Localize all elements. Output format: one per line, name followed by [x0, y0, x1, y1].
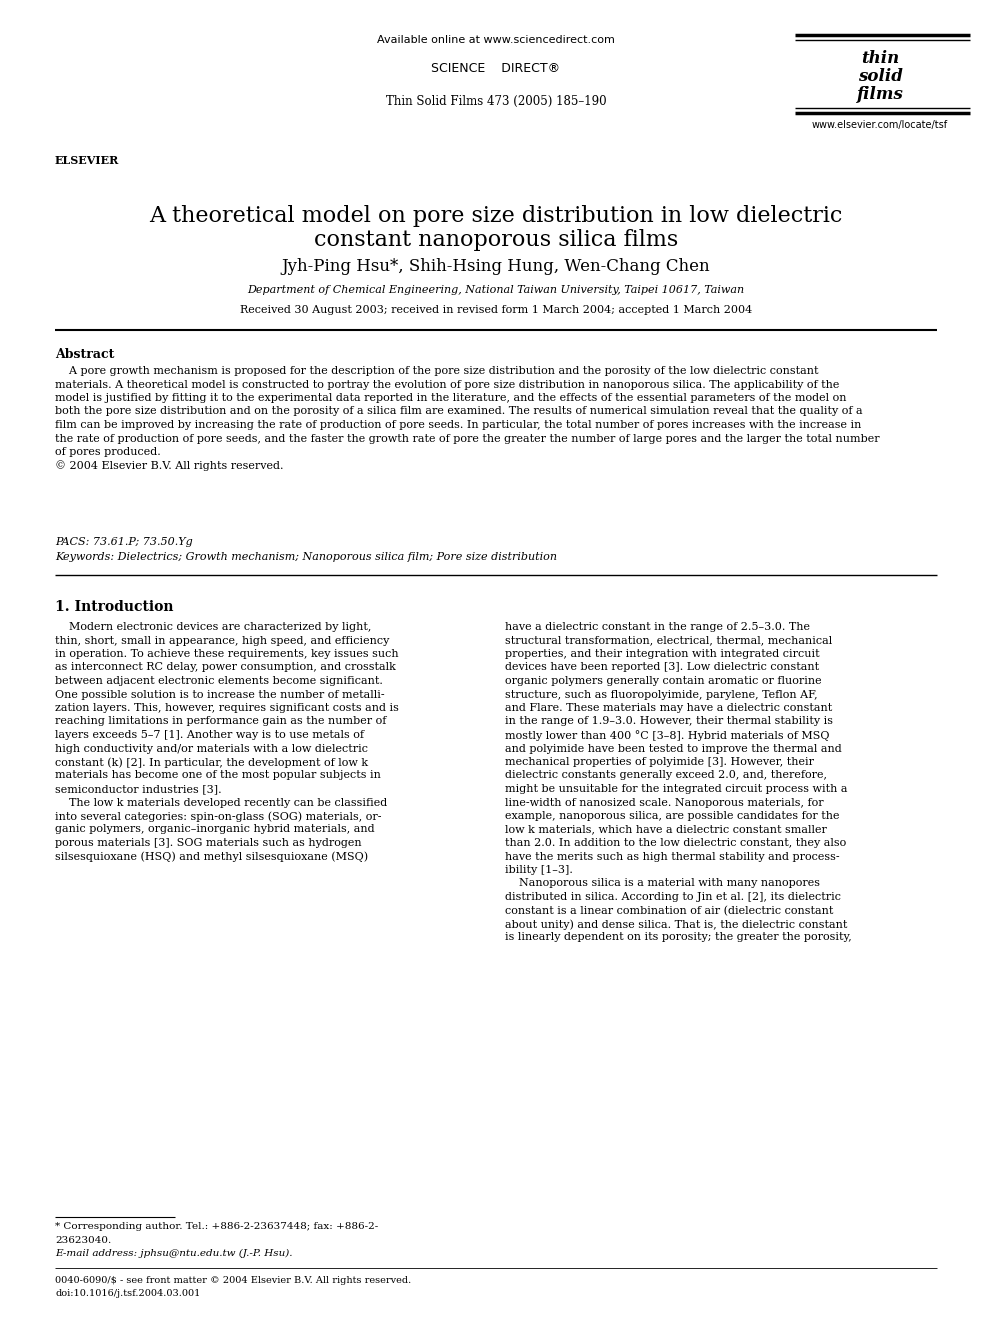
Text: thin, short, small in appearance, high speed, and efficiency: thin, short, small in appearance, high s…: [55, 635, 390, 646]
Text: Keywords: Dielectrics; Growth mechanism; Nanoporous silica film; Pore size distr: Keywords: Dielectrics; Growth mechanism;…: [55, 552, 557, 562]
Text: constant (k) [2]. In particular, the development of low k: constant (k) [2]. In particular, the dev…: [55, 757, 368, 767]
Text: distributed in silica. According to Jin et al. [2], its dielectric: distributed in silica. According to Jin …: [505, 892, 841, 902]
Text: silsesquioxane (HSQ) and methyl silsesquioxane (MSQ): silsesquioxane (HSQ) and methyl silsesqu…: [55, 852, 368, 863]
Text: is linearly dependent on its porosity; the greater the porosity,: is linearly dependent on its porosity; t…: [505, 933, 852, 942]
Text: porous materials [3]. SOG materials such as hydrogen: porous materials [3]. SOG materials such…: [55, 837, 362, 848]
Text: organic polymers generally contain aromatic or fluorine: organic polymers generally contain aroma…: [505, 676, 821, 687]
Text: Thin Solid Films 473 (2005) 185–190: Thin Solid Films 473 (2005) 185–190: [386, 95, 606, 108]
Text: in the range of 1.9–3.0. However, their thermal stability is: in the range of 1.9–3.0. However, their …: [505, 717, 833, 726]
Text: ELSEVIER: ELSEVIER: [55, 155, 119, 165]
Text: A theoretical model on pore size distribution in low dielectric: A theoretical model on pore size distrib…: [150, 205, 842, 228]
Text: have a dielectric constant in the range of 2.5–3.0. The: have a dielectric constant in the range …: [505, 622, 810, 632]
Text: E-mail address: jphsu@ntu.edu.tw (J.-P. Hsu).: E-mail address: jphsu@ntu.edu.tw (J.-P. …: [55, 1249, 293, 1258]
Text: Nanoporous silica is a material with many nanopores: Nanoporous silica is a material with man…: [505, 878, 820, 889]
Text: constant is a linear combination of air (dielectric constant: constant is a linear combination of air …: [505, 905, 833, 916]
Text: SCIENCE    DIRECT®: SCIENCE DIRECT®: [432, 62, 560, 75]
Text: devices have been reported [3]. Low dielectric constant: devices have been reported [3]. Low diel…: [505, 663, 819, 672]
Text: constant nanoporous silica films: constant nanoporous silica films: [313, 229, 679, 251]
Text: layers exceeds 5–7 [1]. Another way is to use metals of: layers exceeds 5–7 [1]. Another way is t…: [55, 730, 364, 740]
Text: 0040-6090/$ - see front matter © 2004 Elsevier B.V. All rights reserved.: 0040-6090/$ - see front matter © 2004 El…: [55, 1275, 412, 1285]
Text: into several categories: spin-on-glass (SOG) materials, or-: into several categories: spin-on-glass (…: [55, 811, 382, 822]
Text: and polyimide have been tested to improve the thermal and: and polyimide have been tested to improv…: [505, 744, 842, 754]
Text: Received 30 August 2003; received in revised form 1 March 2004; accepted 1 March: Received 30 August 2003; received in rev…: [240, 306, 752, 315]
Text: thin: thin: [861, 50, 899, 67]
Text: properties, and their integration with integrated circuit: properties, and their integration with i…: [505, 650, 819, 659]
Text: materials. A theoretical model is constructed to portray the evolution of pore s: materials. A theoretical model is constr…: [55, 380, 839, 389]
Text: both the pore size distribution and on the porosity of a silica film are examine: both the pore size distribution and on t…: [55, 406, 863, 417]
Text: 23623040.: 23623040.: [55, 1236, 111, 1245]
Text: Available online at www.sciencedirect.com: Available online at www.sciencedirect.co…: [377, 34, 615, 45]
Text: example, nanoporous silica, are possible candidates for the: example, nanoporous silica, are possible…: [505, 811, 839, 822]
Text: than 2.0. In addition to the low dielectric constant, they also: than 2.0. In addition to the low dielect…: [505, 837, 846, 848]
Text: PACS: 73.61.P; 73.50.Yg: PACS: 73.61.P; 73.50.Yg: [55, 537, 192, 546]
Text: Department of Chemical Engineering, National Taiwan University, Taipei 10617, Ta: Department of Chemical Engineering, Nati…: [247, 284, 745, 295]
Text: ibility [1–3].: ibility [1–3].: [505, 865, 572, 875]
Text: have the merits such as high thermal stability and process-: have the merits such as high thermal sta…: [505, 852, 839, 861]
Text: One possible solution is to increase the number of metalli-: One possible solution is to increase the…: [55, 689, 385, 700]
Text: solid: solid: [857, 67, 903, 85]
Text: doi:10.1016/j.tsf.2004.03.001: doi:10.1016/j.tsf.2004.03.001: [55, 1289, 200, 1298]
Text: semiconductor industries [3].: semiconductor industries [3].: [55, 785, 221, 794]
Text: Abstract: Abstract: [55, 348, 114, 361]
Text: Jyh-Ping Hsu*, Shih-Hsing Hung, Wen-Chang Chen: Jyh-Ping Hsu*, Shih-Hsing Hung, Wen-Chan…: [282, 258, 710, 275]
Text: structure, such as fluoropolyimide, parylene, Teflon AF,: structure, such as fluoropolyimide, pary…: [505, 689, 817, 700]
Text: mechanical properties of polyimide [3]. However, their: mechanical properties of polyimide [3]. …: [505, 757, 814, 767]
Text: A pore growth mechanism is proposed for the description of the pore size distrib: A pore growth mechanism is proposed for …: [55, 366, 818, 376]
Text: films: films: [856, 86, 904, 103]
Text: might be unsuitable for the integrated circuit process with a: might be unsuitable for the integrated c…: [505, 785, 847, 794]
Text: the rate of production of pore seeds, and the faster the growth rate of pore the: the rate of production of pore seeds, an…: [55, 434, 880, 443]
Text: The low k materials developed recently can be classified: The low k materials developed recently c…: [55, 798, 387, 807]
Text: reaching limitations in performance gain as the number of: reaching limitations in performance gain…: [55, 717, 386, 726]
Text: low k materials, which have a dielectric constant smaller: low k materials, which have a dielectric…: [505, 824, 827, 835]
Text: in operation. To achieve these requirements, key issues such: in operation. To achieve these requireme…: [55, 650, 399, 659]
Text: © 2004 Elsevier B.V. All rights reserved.: © 2004 Elsevier B.V. All rights reserved…: [55, 460, 284, 471]
Text: Modern electronic devices are characterized by light,: Modern electronic devices are characteri…: [55, 622, 371, 632]
Text: line-width of nanosized scale. Nanoporous materials, for: line-width of nanosized scale. Nanoporou…: [505, 798, 823, 807]
Text: high conductivity and/or materials with a low dielectric: high conductivity and/or materials with …: [55, 744, 368, 754]
Text: * Corresponding author. Tel.: +886-2-23637448; fax: +886-2-: * Corresponding author. Tel.: +886-2-236…: [55, 1222, 378, 1230]
Text: between adjacent electronic elements become significant.: between adjacent electronic elements bec…: [55, 676, 383, 687]
Text: zation layers. This, however, requires significant costs and is: zation layers. This, however, requires s…: [55, 703, 399, 713]
Text: and Flare. These materials may have a dielectric constant: and Flare. These materials may have a di…: [505, 703, 832, 713]
Text: of pores produced.: of pores produced.: [55, 447, 161, 456]
Text: dielectric constants generally exceed 2.0, and, therefore,: dielectric constants generally exceed 2.…: [505, 770, 827, 781]
Text: film can be improved by increasing the rate of production of pore seeds. In part: film can be improved by increasing the r…: [55, 419, 861, 430]
Text: as interconnect RC delay, power consumption, and crosstalk: as interconnect RC delay, power consumpt…: [55, 663, 396, 672]
Text: structural transformation, electrical, thermal, mechanical: structural transformation, electrical, t…: [505, 635, 832, 646]
Text: about unity) and dense silica. That is, the dielectric constant: about unity) and dense silica. That is, …: [505, 919, 847, 930]
Text: ganic polymers, organic–inorganic hybrid materials, and: ganic polymers, organic–inorganic hybrid…: [55, 824, 375, 835]
Text: model is justified by fitting it to the experimental data reported in the litera: model is justified by fitting it to the …: [55, 393, 846, 404]
Text: mostly lower than 400 °C [3–8]. Hybrid materials of MSQ: mostly lower than 400 °C [3–8]. Hybrid m…: [505, 730, 829, 741]
Text: www.elsevier.com/locate/tsf: www.elsevier.com/locate/tsf: [811, 120, 948, 130]
Text: 1. Introduction: 1. Introduction: [55, 601, 174, 614]
Text: materials has become one of the most popular subjects in: materials has become one of the most pop…: [55, 770, 381, 781]
